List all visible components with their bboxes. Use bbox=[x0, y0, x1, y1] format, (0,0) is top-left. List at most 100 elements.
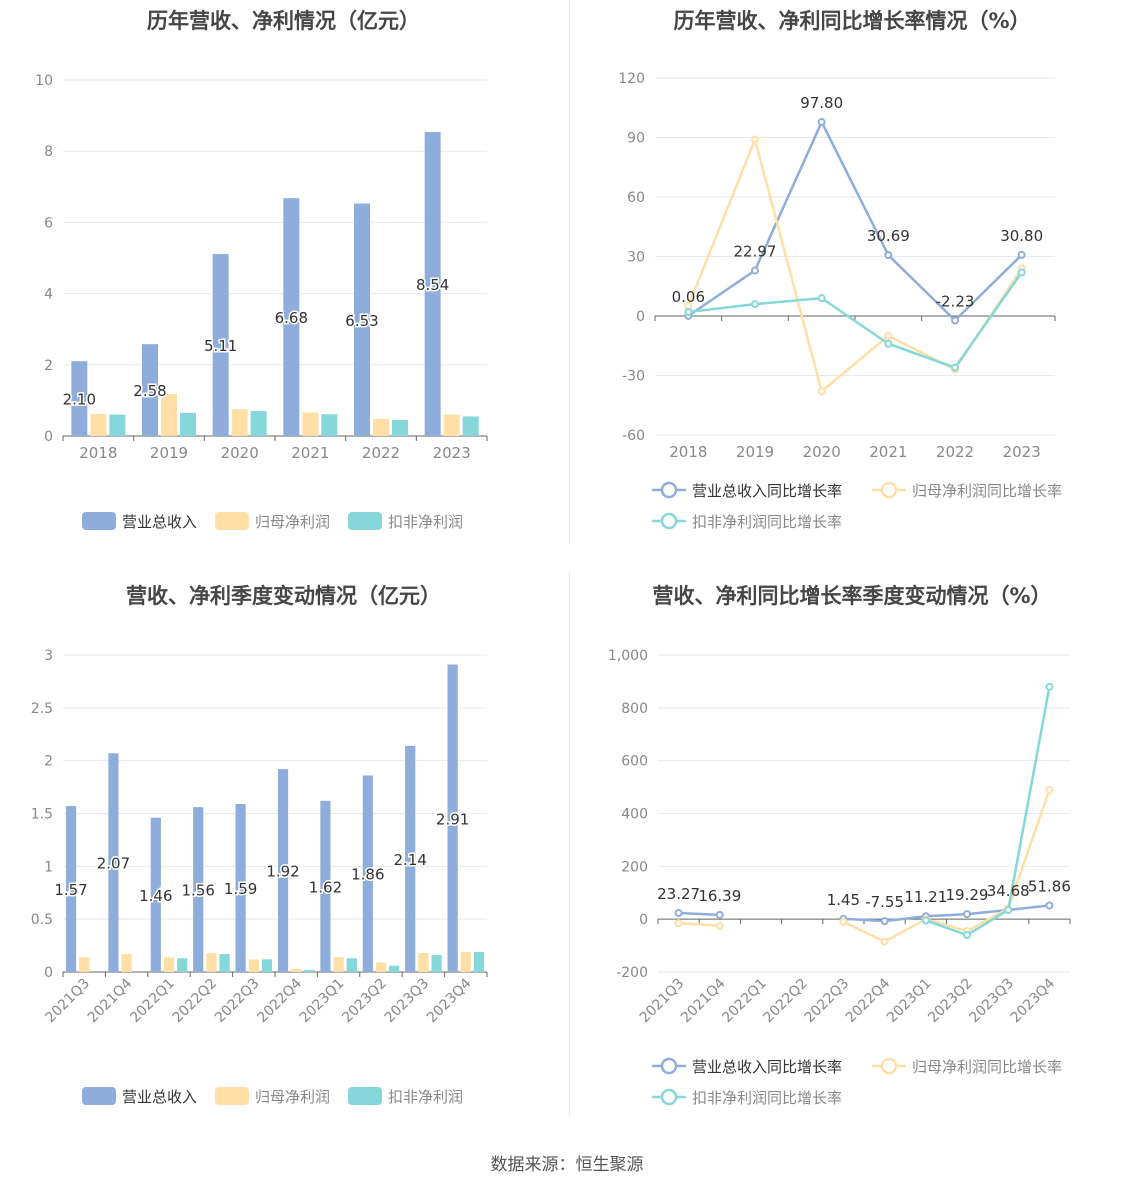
data-label: 11.21 bbox=[904, 888, 947, 906]
bar-revenue bbox=[150, 817, 161, 972]
x-tick-label: 2020 bbox=[221, 444, 259, 462]
bar-deducted-profit bbox=[321, 414, 338, 436]
data-label: 2.10 bbox=[63, 391, 96, 409]
bar-deducted-profit bbox=[389, 965, 400, 972]
y-tick-label: 90 bbox=[627, 131, 645, 147]
x-tick-label: 2022Q4 bbox=[254, 975, 305, 1026]
bar-deducted-profit bbox=[219, 954, 230, 972]
legend-item-net-profit: 归母净利润 bbox=[215, 1087, 330, 1106]
y-tick-label: 800 bbox=[621, 701, 648, 717]
bar-revenue bbox=[71, 361, 88, 436]
y-tick-label: 0 bbox=[636, 309, 645, 325]
x-tick-label: 2023Q1 bbox=[884, 976, 935, 1027]
y-tick-label: 0 bbox=[44, 965, 53, 981]
series-line-deducted-profit bbox=[688, 271, 1023, 370]
bar-net-profit bbox=[373, 418, 389, 436]
data-label: 19.29 bbox=[946, 886, 989, 904]
data-label: 8.54 bbox=[416, 276, 449, 294]
legend-circle-icon bbox=[660, 1088, 678, 1106]
x-tick-label: 2023Q2 bbox=[339, 976, 390, 1027]
x-tick-label: 2022Q1 bbox=[719, 976, 770, 1027]
data-point bbox=[921, 916, 930, 925]
bar-net-profit bbox=[291, 968, 302, 972]
chart-svg: -200 0 200 400 600 800 1,000 2021Q32021Q42022Q1… bbox=[608, 648, 1071, 1107]
bar-deducted-profit bbox=[177, 958, 188, 972]
series-line-net-profit bbox=[842, 789, 1051, 944]
quarterly-growth-rate-panel: 营收、净利同比增长率季度变动情况（%） -200 0 200 400 600 800 1,0… bbox=[570, 575, 1134, 1135]
legend-swatch bbox=[348, 1087, 382, 1105]
legend-swatch bbox=[215, 512, 249, 530]
x-tick-label: 2022Q3 bbox=[802, 976, 853, 1027]
x-tick-label: 2022 bbox=[936, 443, 974, 461]
legend-label: 归母净利润同比增长率 bbox=[912, 482, 1062, 500]
data-point bbox=[884, 331, 893, 340]
bar-revenue bbox=[108, 753, 119, 972]
data-label: 2.14 bbox=[394, 851, 427, 869]
y-tick-label: 1 bbox=[44, 859, 53, 875]
bar-deducted-profit bbox=[431, 955, 442, 972]
data-point bbox=[963, 931, 971, 940]
panel-title: 历年营收、净利同比增长率情况（%） bbox=[673, 9, 1031, 33]
y-tick-label: 2 bbox=[44, 754, 53, 770]
legend-item-deducted-profit: 扣非净利润 bbox=[348, 1087, 463, 1106]
bar-revenue bbox=[424, 131, 441, 436]
series-line-net-profit bbox=[687, 135, 1023, 394]
legend-label: 营业总收入同比增长率 bbox=[692, 482, 842, 500]
data-point bbox=[1045, 901, 1054, 910]
vertical-divider-top bbox=[569, 0, 570, 545]
legend-label: 扣非净利润同比增长率 bbox=[692, 513, 842, 531]
x-tick-label: 2019 bbox=[150, 444, 188, 462]
x-tick-label: 2021Q4 bbox=[678, 975, 729, 1026]
bar-deducted-profit bbox=[180, 412, 196, 436]
legend-label: 营业总收入同比增长率 bbox=[692, 1058, 842, 1076]
data-label: 2.07 bbox=[97, 855, 130, 873]
data-label: 22.97 bbox=[734, 242, 777, 260]
quarterly-revenue-profit-panel: 营收、净利季度变动情况（亿元） 0 0.5 1 1.5 2 2.5 3 2021Q3 2021Q… bbox=[0, 575, 567, 1135]
data-label: 1.45 bbox=[827, 891, 860, 909]
data-label: 30.80 bbox=[1000, 227, 1043, 245]
data-label: 2.91 bbox=[436, 810, 469, 828]
data-point bbox=[715, 910, 724, 919]
bar-net-profit bbox=[418, 952, 429, 972]
legend-item-deducted-profit: 扣非净利润同比增长率 bbox=[652, 1088, 842, 1107]
bar-net-profit bbox=[79, 957, 90, 972]
data-label: 2.58 bbox=[133, 382, 166, 400]
data-point bbox=[1045, 785, 1054, 794]
data-label: 1.56 bbox=[182, 882, 215, 900]
bar-revenue bbox=[405, 745, 416, 972]
x-tick-label: 2022Q2 bbox=[170, 976, 221, 1027]
data-label: 6.53 bbox=[345, 312, 378, 330]
legend-swatch bbox=[348, 512, 382, 530]
data-label: 5.11 bbox=[204, 337, 237, 355]
bar-net-profit bbox=[161, 393, 177, 436]
bar-revenue bbox=[362, 775, 373, 972]
x-tick-label: 2021Q3 bbox=[637, 976, 688, 1027]
legend-circle-icon bbox=[660, 481, 678, 499]
y-tick-label: 1,000 bbox=[608, 648, 648, 664]
data-label: 97.80 bbox=[800, 94, 843, 112]
x-tick-label: 2023Q3 bbox=[966, 976, 1017, 1027]
chart-svg: -60 -30 0 30 60 90 120 2018 2019 2020 2021 2022 2023… bbox=[618, 71, 1062, 531]
y-tick-label: 2.5 bbox=[31, 701, 53, 717]
panel-title: 营收、净利同比增长率季度变动情况（%） bbox=[652, 584, 1052, 608]
y-tick-label: 0.5 bbox=[31, 912, 53, 928]
data-label: 1.86 bbox=[351, 866, 384, 884]
legend-label: 归母净利润同比增长率 bbox=[912, 1058, 1062, 1076]
data-point bbox=[817, 118, 826, 127]
legend-item-deducted-profit: 扣非净利润同比增长率 bbox=[652, 512, 842, 531]
legend-item-deducted-profit: 扣非净利润 bbox=[348, 512, 463, 531]
x-tick-label: 2023Q3 bbox=[382, 976, 433, 1027]
bar-net-profit bbox=[375, 962, 387, 972]
data-point bbox=[963, 910, 971, 919]
legend-circle-icon bbox=[660, 512, 678, 530]
data-point bbox=[751, 300, 759, 309]
legend-circle-icon bbox=[660, 1057, 678, 1075]
x-tick-label: 2019 bbox=[736, 443, 774, 461]
legend-label: 营业总收入 bbox=[122, 1088, 197, 1106]
legend-item-revenue: 营业总收入 bbox=[82, 512, 197, 531]
annual-revenue-profit-panel: 历年营收、净利情况（亿元） 0 2 4 6 8 10 2018 2019 2020 2021 202… bbox=[0, 0, 567, 560]
bar-revenue bbox=[354, 203, 370, 436]
y-tick-label: -30 bbox=[622, 369, 645, 385]
data-point bbox=[1017, 268, 1026, 277]
bar-net-profit bbox=[248, 959, 259, 972]
